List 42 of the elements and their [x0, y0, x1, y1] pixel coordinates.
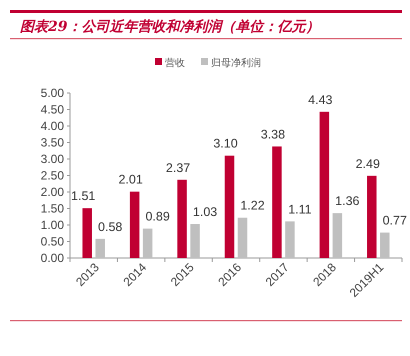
bar: [224, 156, 234, 258]
y-tick-label: 3.50: [40, 136, 64, 150]
data-label: 1.03: [192, 205, 218, 220]
chart-title: 图表29：公司近年营收和净利润（单位：亿元）: [20, 18, 320, 35]
bar: [332, 213, 342, 258]
data-label: 1.22: [240, 198, 265, 213]
bar: [367, 176, 377, 258]
data-label: 2.37: [166, 160, 190, 175]
y-tick-label: 5.00: [40, 86, 64, 100]
data-label: 0.58: [98, 220, 122, 234]
data-label: 2.01: [118, 172, 143, 187]
bar: [130, 192, 140, 258]
bar: [177, 180, 187, 258]
bar: [285, 221, 295, 258]
legend-label: 营收: [165, 57, 185, 69]
legend-label: 归母净利润: [211, 57, 261, 69]
data-label: 1.36: [335, 194, 360, 208]
y-tick-label: 3.00: [40, 152, 64, 166]
data-label: 4.43: [308, 92, 333, 107]
data-label: 0.77: [382, 214, 407, 228]
bar: [380, 232, 390, 258]
bar: [142, 228, 152, 258]
y-tick-label: 1.50: [40, 202, 64, 216]
bar: [272, 146, 282, 258]
bar: [95, 238, 105, 258]
data-label: 1.11: [288, 202, 312, 216]
data-label: 3.10: [213, 136, 238, 151]
bar: [238, 218, 248, 258]
data-label: 0.89: [145, 210, 170, 224]
y-tick-label: 0.50: [40, 234, 64, 248]
bar: [320, 112, 330, 258]
y-tick-label: 1.00: [40, 218, 64, 232]
bar: [190, 224, 200, 258]
y-tick-label: 0.00: [40, 251, 64, 265]
y-tick-label: 4.00: [40, 119, 64, 133]
data-label: 3.38: [260, 127, 286, 142]
data-label: 2.49: [356, 156, 380, 171]
y-tick-label: 4.50: [40, 102, 64, 116]
bar: [82, 208, 92, 258]
y-tick-label: 2.50: [40, 168, 64, 182]
data-label: 1.51: [71, 189, 96, 204]
y-tick-label: 2.00: [40, 185, 64, 199]
